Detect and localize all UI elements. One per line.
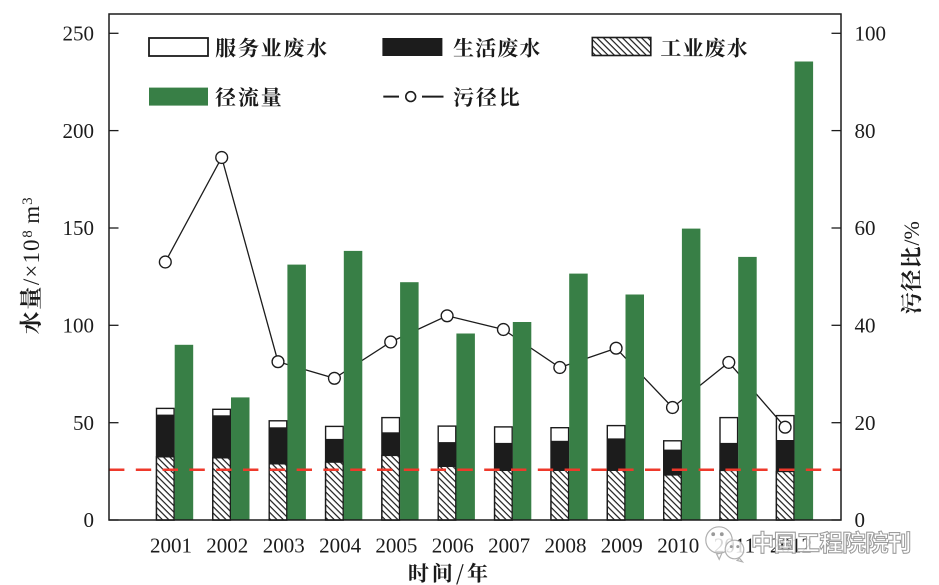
svg-text:200: 200 [63,119,95,143]
svg-text:0: 0 [84,508,95,532]
svg-text:0: 0 [855,508,866,532]
svg-text:2001: 2001 [150,534,192,558]
svg-text:80: 80 [855,119,876,143]
svg-text:20: 20 [855,411,876,435]
svg-text:40: 40 [855,314,876,338]
svg-text:2002: 2002 [206,534,248,558]
svg-text:2010: 2010 [657,534,699,558]
svg-text:2006: 2006 [432,534,474,558]
svg-text:8: 8 [20,230,36,238]
svg-text:m: m [19,206,44,224]
svg-text:2005: 2005 [375,534,417,558]
svg-text:100: 100 [63,314,95,338]
svg-text:/%: /% [899,221,924,245]
svg-text:2003: 2003 [263,534,305,558]
svg-text:60: 60 [855,216,876,240]
svg-text:2007: 2007 [488,534,530,558]
svg-text:50: 50 [73,411,94,435]
svg-text:/×10: /×10 [19,238,44,285]
svg-text:3: 3 [20,197,36,205]
svg-text:2009: 2009 [601,534,643,558]
svg-text:250: 250 [63,22,95,46]
svg-text:100: 100 [855,22,887,46]
svg-text:150: 150 [63,216,95,240]
svg-text:2004: 2004 [319,534,362,558]
svg-text:2008: 2008 [545,534,587,558]
